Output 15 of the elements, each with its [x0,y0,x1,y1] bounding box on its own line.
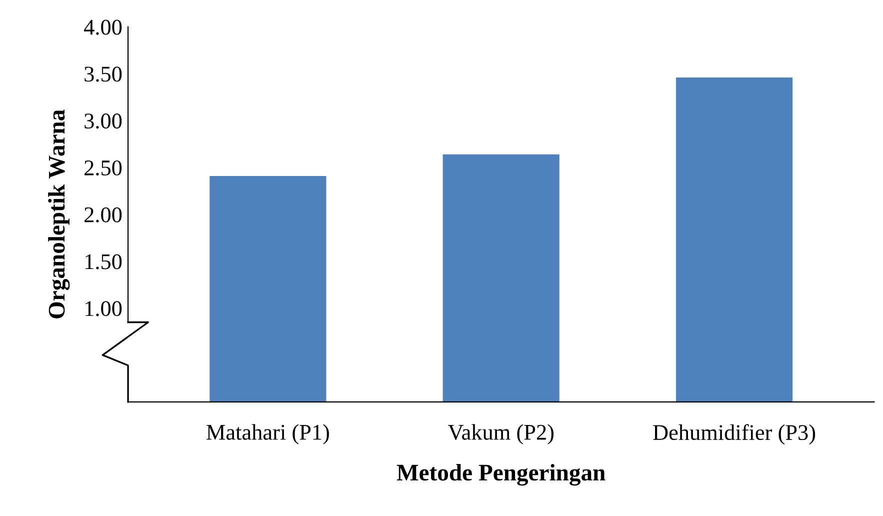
x-axis-title: Metode Pengeringan [396,464,606,486]
bar [442,154,560,402]
bar [676,77,793,402]
y-tick-label: 1.00 [86,301,122,316]
y-tick-label: 4.00 [84,20,122,35]
bar [210,176,326,402]
y-tick-label: 2.00 [84,207,122,222]
x-tick-label: Vakum (P2) [448,424,554,444]
y-tick-label: 1.50 [86,254,122,270]
y-axis-title: Organoleptik Warna [48,110,70,318]
x-tick-label: Matahari (P1) [206,424,329,444]
y-tick-label: 3.00 [84,114,122,129]
x-tick-label: Dehumidifier (P3) [653,424,816,445]
y-tick-label: 3.50 [84,66,122,82]
y-tick-label: 2.50 [84,160,122,176]
